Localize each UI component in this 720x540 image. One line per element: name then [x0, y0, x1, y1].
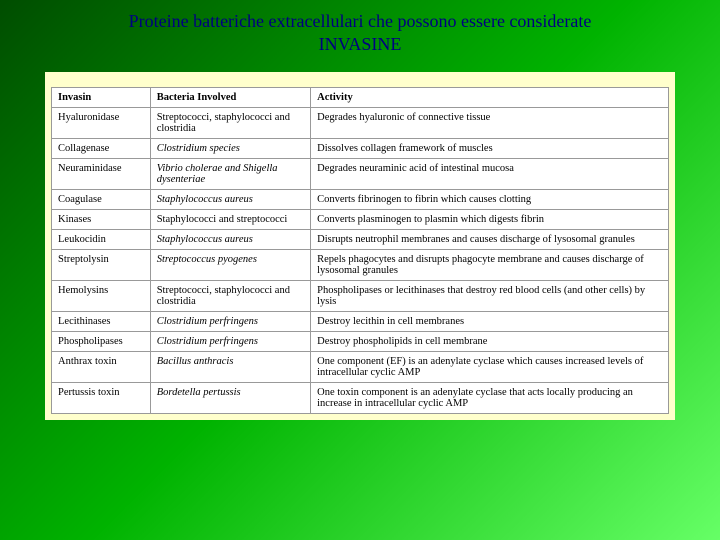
table-row: LeukocidinStaphylococcus aureusDisrupts … — [52, 229, 669, 249]
cell-bacteria: Staphylococci and streptococci — [150, 209, 310, 229]
slide-title: Proteine batteriche extracellulari che p… — [0, 0, 720, 72]
cell-invasin: Streptolysin — [52, 249, 151, 280]
cell-bacteria: Streptococci, staphylococci and clostrid… — [150, 280, 310, 311]
cell-activity: Repels phagocytes and disrupts phagocyte… — [311, 249, 669, 280]
cell-invasin: Anthrax toxin — [52, 351, 151, 382]
title-line2: INVASINE — [319, 34, 402, 54]
cell-activity: One toxin component is an adenylate cycl… — [311, 382, 669, 413]
title-line1: Proteine batteriche extracellulari che p… — [129, 11, 592, 31]
cell-activity: Degrades hyaluronic of connective tissue — [311, 107, 669, 138]
cell-bacteria: Staphylococcus aureus — [150, 229, 310, 249]
cell-activity: Phospholipases or lecithinases that dest… — [311, 280, 669, 311]
header-invasin: Invasin — [52, 87, 151, 107]
header-activity: Activity — [311, 87, 669, 107]
cell-bacteria: Clostridium perfringens — [150, 331, 310, 351]
table-row: CollagenaseClostridium speciesDissolves … — [52, 138, 669, 158]
cell-invasin: Kinases — [52, 209, 151, 229]
cell-bacteria: Streptococcus pyogenes — [150, 249, 310, 280]
cell-invasin: Coagulase — [52, 189, 151, 209]
table-row: HyaluronidaseStreptococci, staphylococci… — [52, 107, 669, 138]
cell-activity: Destroy phospholipids in cell membrane — [311, 331, 669, 351]
cell-activity: Disrupts neutrophil membranes and causes… — [311, 229, 669, 249]
cell-bacteria: Vibrio cholerae and Shigella dysenteriae — [150, 158, 310, 189]
cell-invasin: Leukocidin — [52, 229, 151, 249]
cell-activity: One component (EF) is an adenylate cycla… — [311, 351, 669, 382]
cell-bacteria: Clostridium perfringens — [150, 311, 310, 331]
cell-activity: Converts fibrinogen to fibrin which caus… — [311, 189, 669, 209]
cell-invasin: Collagenase — [52, 138, 151, 158]
cell-activity: Dissolves collagen framework of muscles — [311, 138, 669, 158]
cell-invasin: Hemolysins — [52, 280, 151, 311]
table-row: PhospholipasesClostridium perfringensDes… — [52, 331, 669, 351]
table-row: CoagulaseStaphylococcus aureusConverts f… — [52, 189, 669, 209]
cell-invasin: Pertussis toxin — [52, 382, 151, 413]
table-row: Pertussis toxinBordetella pertussisOne t… — [52, 382, 669, 413]
table-row: HemolysinsStreptococci, staphylococci an… — [52, 280, 669, 311]
cell-invasin: Hyaluronidase — [52, 107, 151, 138]
cell-bacteria: Bacillus anthracis — [150, 351, 310, 382]
table-container: Invasin Bacteria Involved Activity Hyalu… — [45, 72, 675, 420]
cell-bacteria: Clostridium species — [150, 138, 310, 158]
table-row: StreptolysinStreptococcus pyogenesRepels… — [52, 249, 669, 280]
cell-invasin: Neuraminidase — [52, 158, 151, 189]
cell-activity: Converts plasminogen to plasmin which di… — [311, 209, 669, 229]
cell-invasin: Phospholipases — [52, 331, 151, 351]
header-bacteria: Bacteria Involved — [150, 87, 310, 107]
cell-invasin: Lecithinases — [52, 311, 151, 331]
table-row: LecithinasesClostridium perfringensDestr… — [52, 311, 669, 331]
table-row: NeuraminidaseVibrio cholerae and Shigell… — [52, 158, 669, 189]
table-row: KinasesStaphylococci and streptococciCon… — [52, 209, 669, 229]
cell-bacteria: Bordetella pertussis — [150, 382, 310, 413]
cell-activity: Degrades neuraminic acid of intestinal m… — [311, 158, 669, 189]
table-row: Anthrax toxinBacillus anthracisOne compo… — [52, 351, 669, 382]
invasin-table: Invasin Bacteria Involved Activity Hyalu… — [51, 87, 669, 414]
table-header-row: Invasin Bacteria Involved Activity — [52, 87, 669, 107]
cell-bacteria: Staphylococcus aureus — [150, 189, 310, 209]
cell-activity: Destroy lecithin in cell membranes — [311, 311, 669, 331]
cell-bacteria: Streptococci, staphylococci and clostrid… — [150, 107, 310, 138]
